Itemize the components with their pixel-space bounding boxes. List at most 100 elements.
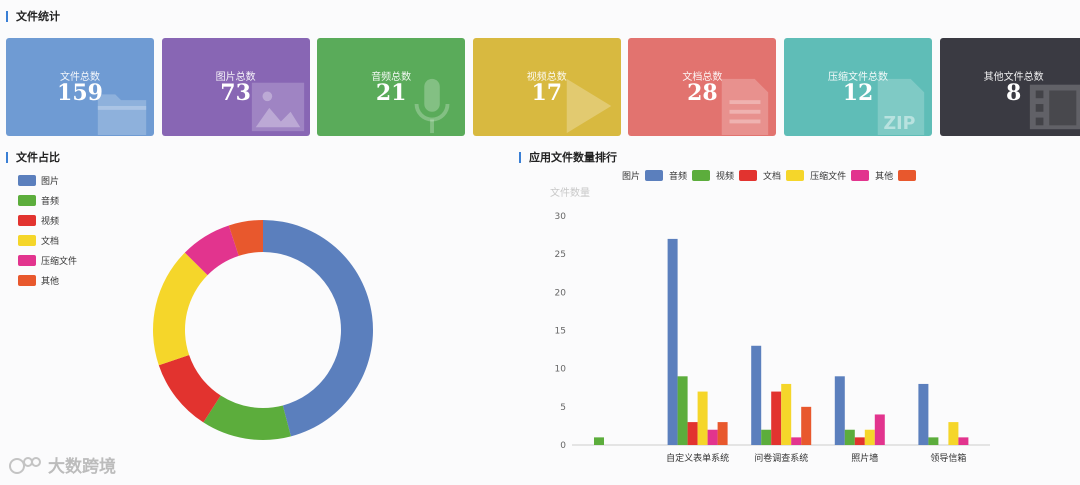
- microphone-icon: [414, 78, 450, 134]
- legend-label: 视频: [716, 172, 735, 182]
- bar-音频-3[interactable]: [844, 429, 855, 445]
- stat-card: 音频总数 21: [317, 38, 466, 136]
- legend-label: 图片: [41, 176, 60, 187]
- legend-label: 压缩文件: [810, 172, 847, 182]
- stat-card-value: 21: [375, 80, 407, 106]
- legend-label: 图片: [622, 172, 641, 182]
- bar-音频-0[interactable]: [594, 437, 604, 445]
- stat-card: 文档总数 28: [628, 38, 777, 136]
- bar-文档-2[interactable]: [781, 383, 792, 445]
- x-tick-label: 领导信箱: [930, 452, 966, 464]
- folder-icon: [97, 94, 147, 135]
- image-icon: [251, 82, 304, 132]
- bar-文档-3[interactable]: [864, 429, 875, 445]
- legend-item[interactable]: 其他: [18, 270, 77, 290]
- legend-label: 视频: [41, 216, 60, 227]
- stat-cards: 文件总数 159 图片总数 73 音频总数 21 视频总数 17 文档总数 28 ZIP 压缩文件总数…: [6, 38, 1080, 136]
- stat-card-label: 音频总数: [371, 72, 412, 83]
- stat-card: 图片总数 73: [161, 38, 310, 136]
- legend-item[interactable]: 压缩文件: [810, 169, 870, 182]
- bar-音频-4[interactable]: [928, 437, 939, 445]
- stat-card: ZIP 压缩文件总数 12: [784, 38, 932, 136]
- stat-card-value: 12: [842, 80, 874, 106]
- document-icon: [722, 78, 769, 135]
- bar-图片-2[interactable]: [751, 345, 762, 445]
- stat-card: 其他文件总数 8: [939, 38, 1080, 136]
- legend-label: 其他: [41, 276, 60, 287]
- donut-slice-5[interactable]: [228, 220, 263, 256]
- svg-text:ZIP: ZIP: [884, 114, 916, 134]
- stat-card-value: 28: [687, 80, 718, 106]
- donut-chart: [153, 220, 373, 440]
- legend-swatch: [786, 170, 805, 181]
- y-tick-label: 10: [555, 365, 567, 375]
- bar-视频-1[interactable]: [687, 422, 698, 445]
- legend-label: 其他: [875, 172, 894, 182]
- bar-压缩文件-4[interactable]: [958, 437, 969, 445]
- film-icon: [1029, 84, 1080, 130]
- legend-swatch: [851, 170, 870, 181]
- legend-swatch: [18, 194, 36, 206]
- bar-图片-3[interactable]: [834, 376, 845, 445]
- bar-legend: 图片 音频 视频 文档 压缩文件 其他: [622, 169, 922, 182]
- legend-swatch: [692, 170, 711, 181]
- y-tick-label: 25: [555, 250, 566, 260]
- stat-card-label: 文件总数: [60, 72, 100, 83]
- legend-label: 文档: [41, 236, 60, 247]
- stat-card: 视频总数 17: [472, 38, 621, 136]
- donut-slice-1[interactable]: [203, 395, 291, 440]
- stat-card-label: 图片总数: [215, 72, 256, 83]
- stat-card: 文件总数 159: [6, 38, 154, 136]
- bar-音频-2[interactable]: [761, 429, 772, 445]
- bar-音频-1[interactable]: [677, 376, 688, 445]
- bar-视频-3[interactable]: [854, 437, 865, 445]
- y-tick-label: 30: [555, 212, 567, 222]
- donut-slice-4[interactable]: [184, 225, 239, 276]
- donut-slice-3[interactable]: [153, 252, 208, 366]
- zip-icon: ZIP: [877, 78, 925, 135]
- y-tick-label: 20: [555, 288, 567, 298]
- bar-图片-4[interactable]: [918, 383, 929, 445]
- bar-section-title: 应用文件数量排行: [519, 152, 617, 163]
- bar-视频-2[interactable]: [771, 391, 782, 445]
- legend-swatch: [18, 274, 36, 286]
- legend-item[interactable]: 文档: [763, 169, 805, 182]
- stat-card-value: 17: [531, 80, 563, 106]
- legend-item[interactable]: 音频: [669, 169, 711, 182]
- y-tick-label: 0: [560, 441, 566, 451]
- legend-swatch: [18, 214, 36, 226]
- legend-item[interactable]: 文档: [18, 230, 77, 250]
- watermark: 大数跨境: [8, 452, 116, 477]
- bar-文档-4[interactable]: [948, 422, 959, 445]
- legend-item[interactable]: 视频: [716, 169, 758, 182]
- bar-文档-1[interactable]: [697, 391, 708, 445]
- watermark-text: 大数跨境: [48, 457, 116, 477]
- stat-card-label: 文档总数: [682, 72, 723, 83]
- play-icon: [566, 78, 612, 134]
- legend-item[interactable]: 音频: [18, 190, 77, 210]
- bar-其他-2[interactable]: [801, 406, 812, 445]
- bar-压缩文件-1[interactable]: [707, 429, 718, 445]
- legend-item[interactable]: 视频: [18, 210, 77, 230]
- stat-card-value: 159: [57, 80, 103, 106]
- legend-item[interactable]: 压缩文件: [18, 250, 77, 270]
- bar-图片-1[interactable]: [667, 238, 678, 445]
- watermark-logo-icon: [9, 456, 41, 474]
- donut-legend: 图片音频视频文档压缩文件其他: [18, 170, 77, 290]
- stat-card-value: 8: [1005, 80, 1022, 106]
- stats-section-title: 文件统计: [6, 11, 60, 22]
- legend-item[interactable]: 图片: [622, 169, 664, 182]
- legend-item[interactable]: 其他: [875, 169, 917, 182]
- bar-chart: 文件数量 0 5 10 15 20 25 30 自定义表单系统 问卷调查系统 照片墙 领导信箱: [550, 186, 990, 464]
- pie-section-title: 文件占比: [6, 152, 60, 163]
- y-tick-label: 5: [560, 403, 566, 413]
- bar-压缩文件-2[interactable]: [791, 437, 802, 445]
- y-tick-label: 15: [555, 327, 566, 337]
- donut-slice-2[interactable]: [158, 354, 221, 423]
- legend-label: 音频: [41, 196, 60, 207]
- bar-其他-1[interactable]: [717, 422, 728, 445]
- legend-swatch: [739, 170, 758, 181]
- donut-slice-0[interactable]: [263, 220, 373, 437]
- bar-压缩文件-3[interactable]: [874, 414, 885, 445]
- legend-item[interactable]: 图片: [18, 170, 77, 190]
